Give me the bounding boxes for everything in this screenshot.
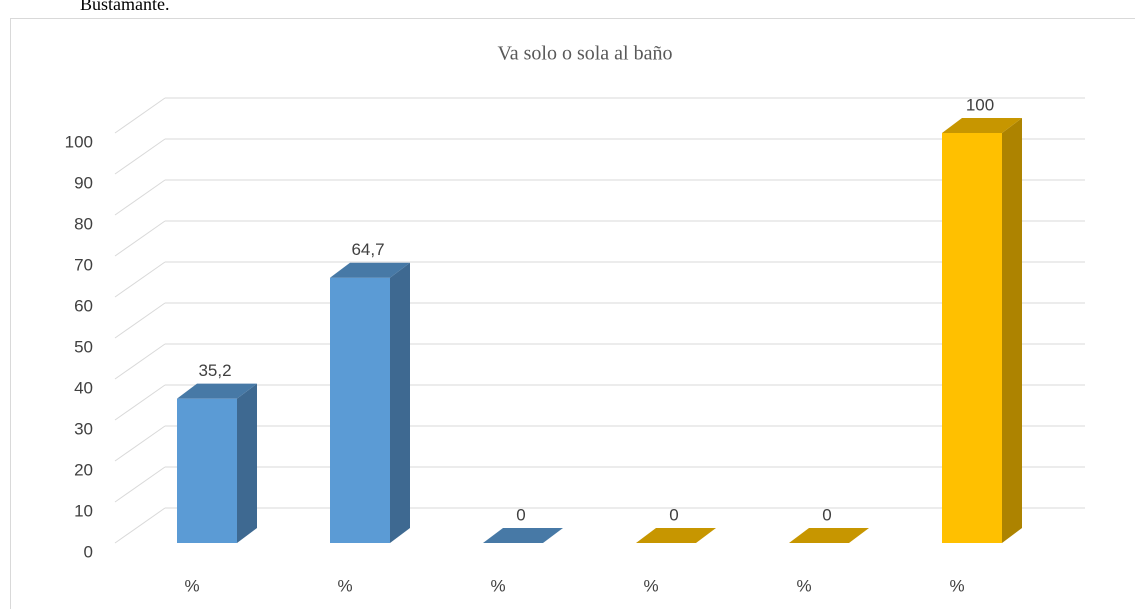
x-tick-label: %: [337, 576, 352, 595]
grid-line: [114, 138, 166, 175]
bar-side: [1002, 118, 1022, 543]
grid-line: [114, 179, 166, 216]
grid-line: [114, 425, 166, 462]
value-label: 64,7: [351, 240, 384, 259]
x-tick-label: %: [490, 576, 505, 595]
y-tick-label: 20: [74, 460, 93, 479]
caption: Bustamante.: [80, 0, 169, 14]
y-tick-label: 30: [74, 419, 93, 438]
bar: [330, 277, 390, 543]
grid-line: [114, 343, 166, 380]
y-tick-label: 100: [65, 132, 93, 151]
grid-line: [114, 507, 166, 544]
value-label: 35,2: [198, 361, 231, 380]
y-tick-label: 70: [74, 255, 93, 274]
bar-top: [483, 528, 563, 543]
value-label: 0: [669, 505, 678, 524]
chart-frame: [10, 18, 1135, 609]
grid-line: [114, 302, 166, 339]
y-tick-label: 10: [74, 501, 93, 520]
x-tick-label: %: [184, 576, 199, 595]
y-tick-label: 0: [84, 542, 93, 561]
x-tick-label: %: [643, 576, 658, 595]
grid-line: [114, 97, 166, 134]
bar-top: [330, 262, 410, 278]
bar-top: [789, 528, 869, 543]
bar-side: [237, 383, 257, 543]
grid-line: [114, 220, 166, 257]
x-tick-label: %: [796, 576, 811, 595]
grid-line: [114, 466, 166, 503]
y-tick-label: 60: [74, 296, 93, 315]
value-label: 100: [966, 95, 994, 114]
bar: [177, 398, 237, 543]
value-label: 0: [516, 505, 525, 524]
bar: [942, 133, 1002, 543]
bar-top: [636, 528, 716, 543]
bar-top: [942, 118, 1022, 133]
chart-title: Va solo o sola al baño: [498, 43, 673, 65]
y-tick-label: 80: [74, 214, 93, 233]
y-tick-label: 40: [74, 378, 93, 397]
bar-side: [390, 262, 410, 543]
grid-line: [114, 261, 166, 298]
grid-line: [114, 384, 166, 421]
bar-top: [177, 383, 257, 399]
y-tick-label: 90: [74, 173, 93, 192]
y-tick-label: 50: [74, 337, 93, 356]
value-label: 0: [822, 505, 831, 524]
x-tick-label: %: [949, 576, 964, 595]
